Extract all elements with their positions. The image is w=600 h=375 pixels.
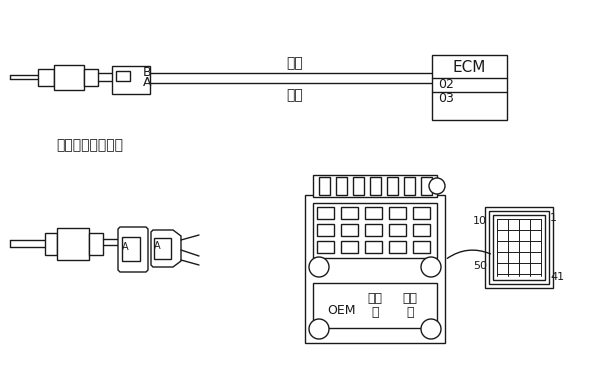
Bar (421, 177, 432, 195)
Text: ECM: ECM (452, 60, 485, 75)
Text: 信号: 信号 (287, 56, 304, 70)
Bar (154, 238, 171, 259)
Circle shape (421, 257, 441, 277)
Bar (122, 237, 140, 261)
Circle shape (309, 319, 329, 339)
Bar (493, 215, 545, 280)
Bar (341, 241, 358, 253)
Text: 冷却液温度传感器: 冷却液温度传感器 (56, 138, 124, 152)
Bar (319, 177, 330, 195)
Bar (84, 69, 98, 86)
Text: A: A (122, 242, 128, 252)
Bar (313, 175, 437, 197)
Bar (404, 177, 415, 195)
Bar (387, 177, 398, 195)
Bar (305, 195, 445, 343)
Bar (313, 203, 437, 258)
Bar (353, 177, 364, 195)
Bar (313, 283, 437, 328)
Text: 41: 41 (550, 272, 564, 282)
Text: 10: 10 (473, 216, 487, 226)
Text: 器: 器 (371, 306, 379, 318)
Bar (413, 241, 430, 253)
Bar (432, 55, 507, 120)
Bar (54, 65, 84, 90)
Bar (57, 228, 89, 260)
Bar (45, 233, 57, 255)
Bar (370, 177, 381, 195)
Text: A: A (143, 75, 151, 88)
Text: 回路: 回路 (287, 88, 304, 102)
Bar (112, 66, 150, 94)
Bar (389, 224, 406, 236)
Bar (365, 241, 382, 253)
Polygon shape (118, 227, 148, 272)
Bar (365, 224, 382, 236)
Bar (317, 241, 334, 253)
Bar (317, 207, 334, 219)
Text: B: B (143, 66, 152, 78)
Bar (389, 241, 406, 253)
Text: 03: 03 (438, 92, 454, 105)
Bar (365, 207, 382, 219)
Bar (116, 71, 130, 81)
Bar (38, 69, 54, 86)
Text: 1: 1 (550, 213, 557, 223)
Polygon shape (151, 230, 181, 267)
Bar (89, 233, 103, 255)
Bar (413, 207, 430, 219)
Bar (489, 211, 549, 284)
Text: 02: 02 (438, 78, 454, 92)
Bar (336, 177, 347, 195)
Circle shape (309, 257, 329, 277)
Bar (413, 224, 430, 236)
Bar (317, 224, 334, 236)
Bar (485, 207, 553, 288)
Text: A: A (154, 241, 161, 251)
Text: 执行: 执行 (367, 291, 383, 304)
Text: 器: 器 (406, 306, 414, 318)
Bar (389, 207, 406, 219)
Text: 传感: 传感 (403, 291, 418, 304)
Text: 50: 50 (473, 261, 487, 271)
Circle shape (421, 319, 441, 339)
Circle shape (429, 178, 445, 194)
Bar (341, 207, 358, 219)
Text: OEM: OEM (327, 303, 355, 316)
Bar (341, 224, 358, 236)
